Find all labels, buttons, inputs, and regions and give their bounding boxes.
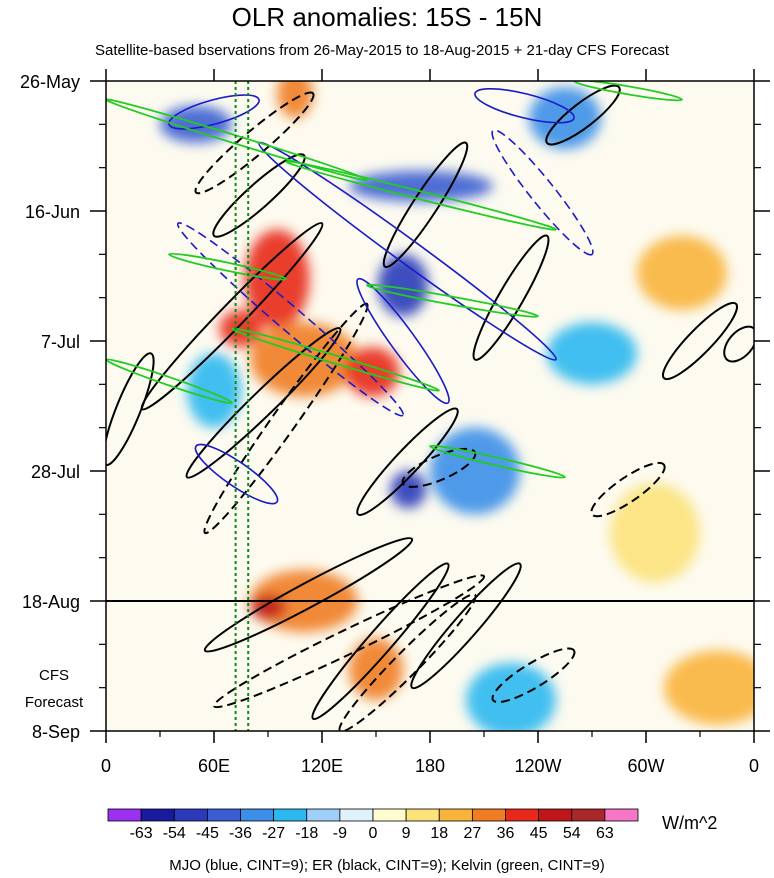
x-tick-label: 180 <box>415 756 445 776</box>
colorbar-swatch <box>240 808 275 822</box>
mjo-contour <box>176 222 405 417</box>
anomaly-region <box>377 254 429 317</box>
y-tick-label: 16-Jun <box>25 202 80 222</box>
er-contour <box>203 537 414 653</box>
er-contour <box>590 461 666 518</box>
colorbar-swatch <box>306 808 341 822</box>
colorbar-label: -9 <box>333 825 347 842</box>
mjo-contour <box>194 443 279 505</box>
y-tick-label: 8-Sep <box>32 722 80 742</box>
colorbar-label: 54 <box>563 825 581 842</box>
er-contour <box>194 91 315 195</box>
mjo-contour <box>168 94 260 130</box>
anomaly-region <box>529 87 601 150</box>
kelvin-contour <box>168 252 287 281</box>
anomaly-region <box>637 235 727 311</box>
mjo-contour <box>356 277 450 405</box>
chart-title: OLR anomalies: 15S - 15N <box>231 2 543 32</box>
er-contour <box>545 84 621 146</box>
x-tick-label: 60E <box>198 756 230 776</box>
colorbar-label: 18 <box>430 825 448 842</box>
er-contour <box>338 593 477 731</box>
er-contour <box>311 562 450 721</box>
x-tick-label: 120W <box>514 756 561 776</box>
anomaly-region <box>547 322 637 385</box>
kelvin-contour <box>366 283 539 318</box>
colorbar-swatch <box>604 808 639 822</box>
y-tick-label: 7-Jul <box>41 332 80 352</box>
anomaly-region <box>664 650 754 725</box>
colorbar-label: 36 <box>497 825 515 842</box>
colorbar-label: 9 <box>402 825 411 842</box>
er-contour <box>491 647 576 704</box>
colorbar-swatch <box>505 808 540 822</box>
y-tick-label: 28-Jul <box>31 462 80 482</box>
er-contour <box>212 574 486 709</box>
anomaly-region <box>390 471 427 509</box>
colorbar-label: 27 <box>463 825 481 842</box>
colorbar-label: -54 <box>163 825 186 842</box>
colorbar-label: -63 <box>130 825 153 842</box>
colorbar-swatch <box>471 808 506 822</box>
mjo-contour <box>474 87 575 124</box>
colorbar-label: -45 <box>196 825 219 842</box>
anomaly-region <box>349 170 493 202</box>
er-contour <box>356 407 459 516</box>
x-tick-label: 60W <box>627 756 664 776</box>
forecast-label: Forecast <box>25 694 84 711</box>
colorbar-label: -36 <box>229 825 252 842</box>
anomaly-region <box>466 662 556 731</box>
colorbar-swatch <box>571 808 606 822</box>
y-tick-label: 18-Aug <box>22 592 80 612</box>
er-contour <box>410 562 522 690</box>
anomaly-region <box>187 353 241 428</box>
er-contour <box>212 153 306 238</box>
kelvin-contour <box>429 444 566 479</box>
x-tick-label: 0 <box>101 756 111 776</box>
anomaly-region <box>610 483 700 583</box>
colorbar-swatch <box>538 808 573 822</box>
colorbar-label: 0 <box>369 825 378 842</box>
colorbar-swatch <box>206 808 241 822</box>
anomaly-region <box>160 105 232 143</box>
chart-subtitle: Satellite-based bservations from 26-May-… <box>95 42 670 59</box>
anomaly-region <box>219 310 263 348</box>
er-contour <box>472 234 550 361</box>
er-contour <box>185 327 342 479</box>
x-tick-label: 120E <box>301 756 343 776</box>
forecast-label: CFS <box>39 667 69 684</box>
colorbar-label: -27 <box>262 825 285 842</box>
colorbar-swatch <box>140 808 175 822</box>
colorbar-units: W/m^2 <box>662 813 718 833</box>
anomaly-region <box>349 638 403 701</box>
colorbar-label: 63 <box>596 825 614 842</box>
colorbar-label: -18 <box>295 825 318 842</box>
colorbar-swatch <box>372 808 407 822</box>
colorbar-swatch <box>273 808 308 822</box>
er-contour <box>203 302 369 535</box>
colorbar-swatch <box>173 808 208 822</box>
contour-legend-footer: MJO (blue, CINT=9); ER (black, CINT=9); … <box>169 857 605 874</box>
kelvin-contour <box>285 160 557 231</box>
colorbar-swatch <box>438 808 473 822</box>
colorbar-swatch <box>107 808 142 822</box>
anomaly-region <box>250 322 358 397</box>
anomaly-region <box>250 594 286 620</box>
er-contour <box>661 301 739 381</box>
y-tick-label: 26-May <box>20 72 80 92</box>
colorbar-label: 45 <box>530 825 548 842</box>
anomaly-region <box>345 347 400 397</box>
mjo-contour <box>491 129 594 256</box>
anomaly-region <box>430 427 520 515</box>
kelvin-contour <box>231 327 440 392</box>
colorbar-swatch <box>339 808 374 822</box>
colorbar-swatch <box>405 808 440 822</box>
x-tick-label: 0 <box>749 756 759 776</box>
